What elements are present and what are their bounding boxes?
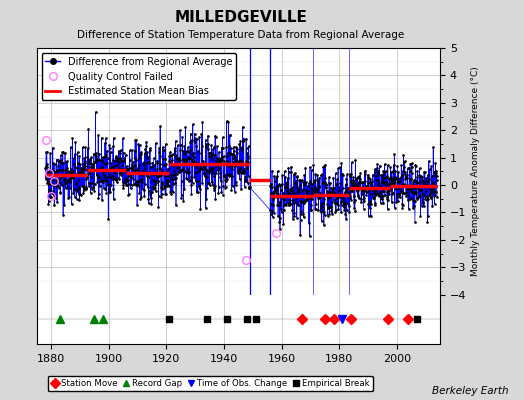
Text: Berkeley Earth: Berkeley Earth [432, 386, 508, 396]
Legend: Station Move, Record Gap, Time of Obs. Change, Empirical Break: Station Move, Record Gap, Time of Obs. C… [48, 376, 373, 392]
Text: Difference of Station Temperature Data from Regional Average: Difference of Station Temperature Data f… [78, 30, 405, 40]
Y-axis label: Monthly Temperature Anomaly Difference (°C): Monthly Temperature Anomaly Difference (… [471, 66, 479, 276]
Text: MILLEDGEVILLE: MILLEDGEVILLE [174, 10, 308, 25]
Legend: Difference from Regional Average, Quality Control Failed, Estimated Station Mean: Difference from Regional Average, Qualit… [41, 53, 236, 100]
